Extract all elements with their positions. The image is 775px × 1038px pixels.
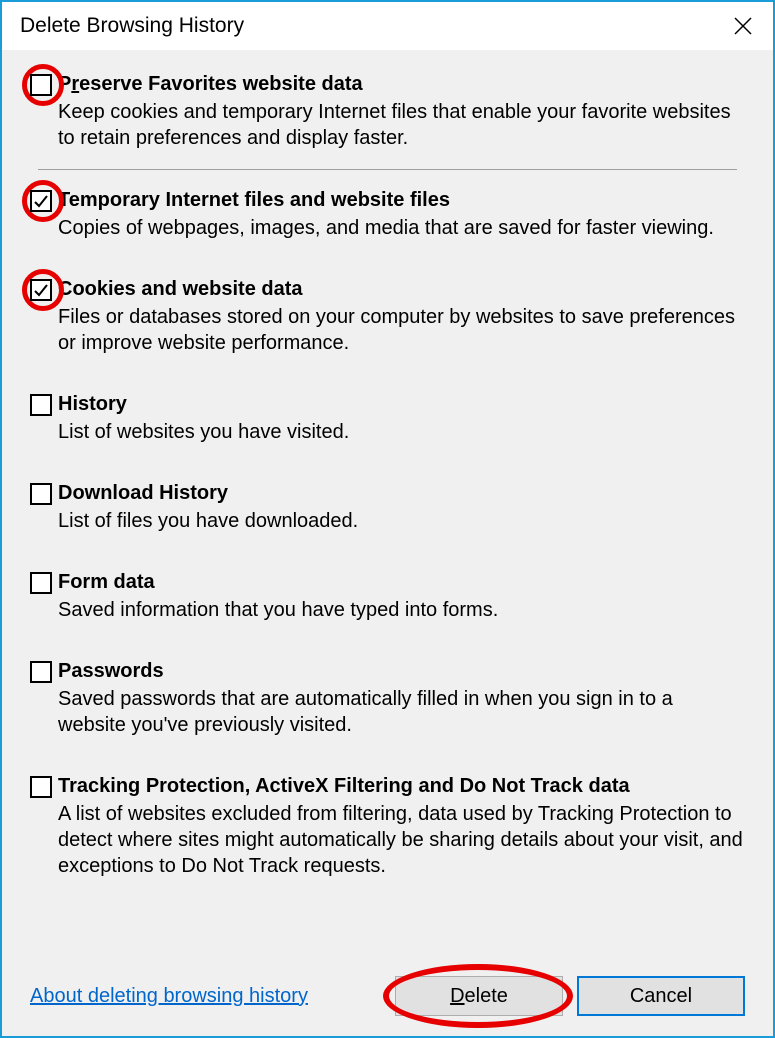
checkbox-preserve-favorites[interactable] [30,74,52,96]
option-passwords: Passwords Saved passwords that are autom… [30,659,745,738]
option-text: Preserve Favorites website data Keep coo… [58,72,745,151]
option-description: Saved information that you have typed in… [58,597,745,623]
option-description: A list of websites excluded from filteri… [58,801,745,879]
option-temp-files: Temporary Internet files and website fil… [30,188,745,241]
option-text: Passwords Saved passwords that are autom… [58,659,745,738]
option-tracking: Tracking Protection, ActiveX Filtering a… [30,774,745,879]
option-description: Keep cookies and temporary Internet file… [58,99,745,151]
option-label: Temporary Internet files and website fil… [58,188,745,213]
option-history: History List of websites you have visite… [30,392,745,445]
option-description: List of files you have downloaded. [58,508,745,534]
button-group: Delete Cancel [395,976,745,1016]
option-form-data: Form data Saved information that you hav… [30,570,745,623]
cancel-button[interactable]: Cancel [577,976,745,1016]
option-label: Download History [58,481,745,506]
option-text: Temporary Internet files and website fil… [58,188,745,241]
window-title: Delete Browsing History [20,14,244,38]
option-text: Tracking Protection, ActiveX Filtering a… [58,774,745,879]
option-label: History [58,392,745,417]
option-description: Copies of webpages, images, and media th… [58,215,745,241]
checkbox-temp-files[interactable] [30,190,52,212]
help-link[interactable]: About deleting browsing history [30,985,308,1008]
option-label: Cookies and website data [58,277,745,302]
option-text: Download History List of files you have … [58,481,745,534]
option-text: Cookies and website data Files or databa… [58,277,745,356]
option-description: Saved passwords that are automatically f… [58,686,745,738]
close-icon [734,17,752,35]
option-preserve-favorites: Preserve Favorites website data Keep coo… [30,72,745,151]
option-description: Files or databases stored on your comput… [58,304,745,356]
dialog-footer: About deleting browsing history Delete C… [30,956,745,1016]
divider [38,169,737,170]
dialog-content: Preserve Favorites website data Keep coo… [2,50,773,1036]
checkbox-passwords[interactable] [30,661,52,683]
option-label: Tracking Protection, ActiveX Filtering a… [58,774,745,799]
option-text: History List of websites you have visite… [58,392,745,445]
checkbox-download-history[interactable] [30,483,52,505]
close-button[interactable] [721,4,765,48]
checkbox-form-data[interactable] [30,572,52,594]
checkmark-icon [33,193,49,209]
delete-button[interactable]: Delete [395,976,563,1016]
option-text: Form data Saved information that you hav… [58,570,745,623]
option-description: List of websites you have visited. [58,419,745,445]
delete-browsing-history-dialog: Delete Browsing History Preserve Favorit… [0,0,775,1038]
option-cookies: Cookies and website data Files or databa… [30,277,745,356]
option-label: Form data [58,570,745,595]
checkbox-tracking[interactable] [30,776,52,798]
options-group: Temporary Internet files and website fil… [30,188,745,891]
option-label: Passwords [58,659,745,684]
checkmark-icon [33,282,49,298]
checkbox-history[interactable] [30,394,52,416]
checkbox-cookies[interactable] [30,279,52,301]
option-download-history: Download History List of files you have … [30,481,745,534]
titlebar: Delete Browsing History [2,2,773,50]
option-label: Preserve Favorites website data [58,72,745,97]
